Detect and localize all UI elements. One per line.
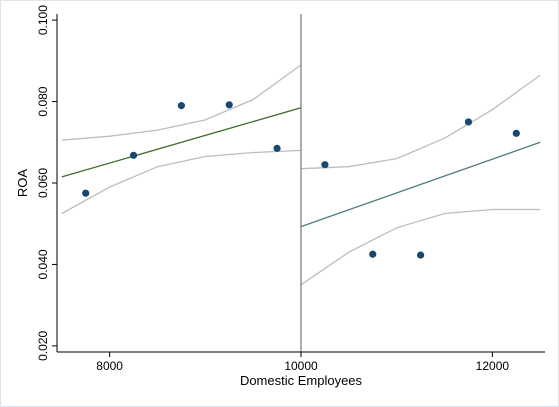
x-tick-label: 10000: [284, 359, 318, 373]
y-tick-label: 0.040: [36, 249, 50, 279]
y-axis-ticks: 0.020 0.040 0.060 0.080 0.100: [36, 5, 57, 361]
ci-lower-line-2: [300, 208, 541, 286]
axes: 8000 10000 12000 0.020 0.040 0.060 0.080 0.100: [36, 5, 545, 373]
fit-lines: [61, 107, 541, 228]
x-axis-ticks: 8000 10000 12000: [96, 352, 509, 373]
y-tick-label: 0.100: [36, 5, 50, 35]
data-point-10: [512, 129, 520, 137]
data-point-1: [82, 189, 90, 197]
x-tick-label: 8000: [96, 359, 123, 373]
confidence-bands: [61, 64, 541, 286]
data-point-2: [129, 151, 138, 159]
x-axis-title: Domestic Employees: [240, 373, 363, 388]
ci-upper-line-2: [300, 74, 541, 170]
fit-line-2: [300, 141, 541, 228]
data-point-8: [417, 251, 425, 259]
ci-upper-line-1: [61, 64, 302, 141]
data-point-7: [369, 250, 377, 258]
x-tick-label: 12000: [476, 359, 510, 373]
fit-line-1: [61, 107, 302, 178]
data-point-5: [273, 144, 281, 152]
data-point-6: [321, 161, 329, 169]
y-tick-label: 0.080: [36, 86, 50, 116]
y-axis-title: ROA: [15, 169, 30, 198]
data-point-9: [464, 118, 473, 126]
data-points: [82, 101, 520, 259]
data-point-4: [225, 101, 233, 109]
ci-lower-line-1: [61, 149, 302, 215]
data-point-3: [177, 102, 185, 110]
y-tick-label: 0.020: [36, 331, 50, 361]
y-tick-label: 0.060: [36, 168, 50, 198]
